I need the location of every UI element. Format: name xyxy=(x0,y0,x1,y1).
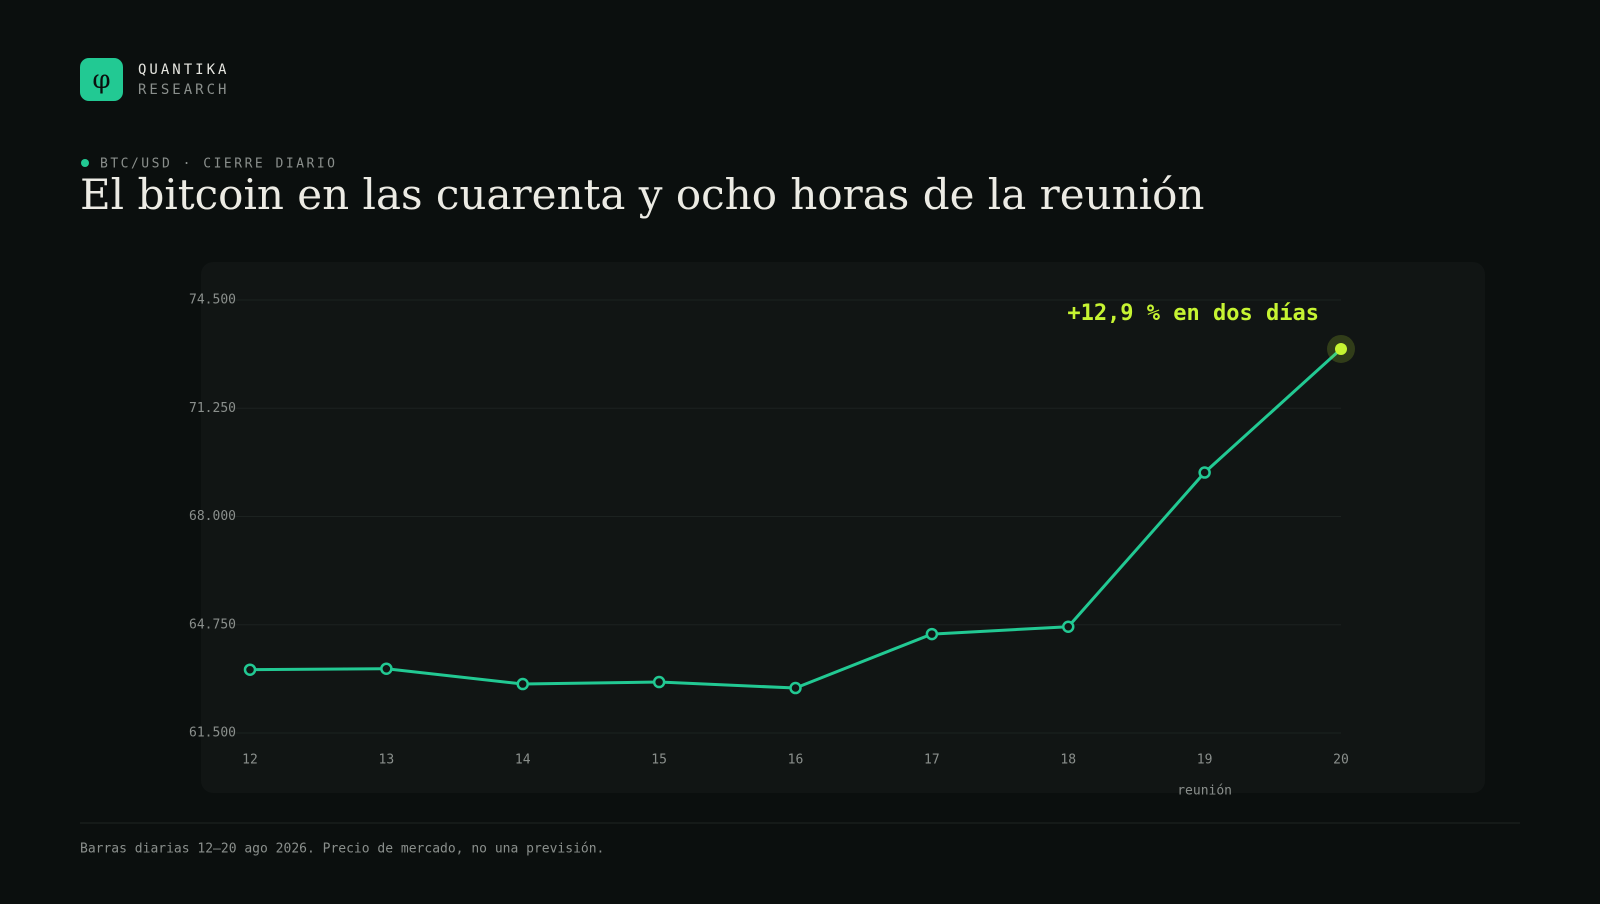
annotation: +12,9 % en dos días xyxy=(1067,301,1319,326)
point xyxy=(1198,466,1211,479)
x-tick-label: 19 xyxy=(1197,753,1213,768)
point xyxy=(925,627,939,641)
point xyxy=(1062,620,1075,633)
x-tick-label: 17 xyxy=(924,753,940,768)
kicker: BTC/USD · CIERRE DIARIO xyxy=(100,157,338,172)
y-tick-label: 74.500 xyxy=(189,293,236,308)
x-tick-label: 14 xyxy=(515,753,531,768)
point-highlight xyxy=(1335,342,1347,355)
brand-name: QUANTIKA xyxy=(138,62,229,78)
x-tick-label: 12 xyxy=(242,753,258,768)
x-tick-label: 15 xyxy=(651,753,667,768)
point xyxy=(516,677,529,691)
y-tick-label: 64.750 xyxy=(189,617,236,632)
x-tick-label: 13 xyxy=(379,753,395,768)
y-tick-label: 71.250 xyxy=(189,401,236,416)
y-tick-label: 61.500 xyxy=(189,726,236,741)
x-tick-label: 20 xyxy=(1333,753,1349,768)
point xyxy=(652,675,666,689)
point xyxy=(789,681,802,695)
chart-title: El bitcoin en las cuarenta y ocho horas … xyxy=(80,170,1204,219)
logo-mark: φ xyxy=(92,65,110,95)
kicker-dot xyxy=(81,159,89,167)
annotation: reunión xyxy=(1177,784,1232,799)
point xyxy=(380,662,393,675)
footer-note: Barras diarias 12–20 ago 2026. Precio de… xyxy=(80,842,604,857)
y-tick-label: 68.000 xyxy=(189,509,236,524)
x-tick-label: 16 xyxy=(788,753,804,768)
plot-panel xyxy=(201,262,1485,793)
logo-badge xyxy=(80,58,123,101)
point xyxy=(243,663,257,676)
x-tick-label: 18 xyxy=(1060,753,1076,768)
brand-sub: RESEARCH xyxy=(138,82,229,98)
